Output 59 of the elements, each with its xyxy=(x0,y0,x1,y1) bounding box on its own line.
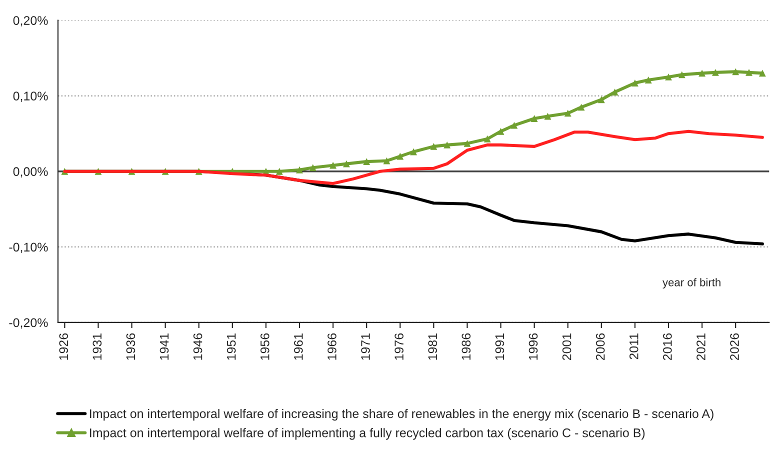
x-tick-label: 1951 xyxy=(226,333,236,360)
point xyxy=(410,148,418,156)
point xyxy=(296,166,303,174)
point xyxy=(611,88,618,96)
x-tick-label: 1931 xyxy=(92,333,102,360)
y-tick-label: -0,10% xyxy=(9,242,48,254)
point xyxy=(746,68,752,76)
point xyxy=(497,128,504,135)
x-tick-label: 1936 xyxy=(126,333,136,360)
legend-label: Impact on intertemporal welfare of increasing the share of renewables in the energy mix (scenario B - scenario A) xyxy=(90,408,714,421)
point xyxy=(444,141,451,148)
x-tick-label: 2016 xyxy=(663,333,672,360)
point xyxy=(564,110,572,117)
annotation: year of birth xyxy=(662,278,720,289)
x-tick-label: 1976 xyxy=(394,333,404,360)
x-tick-label: 2021 xyxy=(696,333,706,360)
point xyxy=(712,68,719,76)
x-tick-label: 1966 xyxy=(328,333,336,360)
point xyxy=(363,158,370,166)
legend-label: Impact on intertemporal welfare of implementing a fully recycled carbon tax (scenario C - scenario B) xyxy=(90,428,645,440)
point xyxy=(510,122,518,129)
x-tick-label: 1956 xyxy=(260,333,270,360)
y-tick-label: 0,20% xyxy=(13,16,48,26)
x-tick-label: 1941 xyxy=(160,333,169,360)
point xyxy=(665,73,672,80)
y-tick-label: -0,20% xyxy=(9,318,48,329)
point xyxy=(383,157,390,164)
y-tick-label: 0,10% xyxy=(13,92,48,102)
point xyxy=(678,71,686,78)
point xyxy=(276,168,283,175)
point xyxy=(530,115,538,122)
point xyxy=(644,76,652,84)
x-tick-label: 2026 xyxy=(730,333,739,360)
point xyxy=(698,70,706,77)
x-tick-label: 1971 xyxy=(361,333,370,360)
point xyxy=(342,160,350,168)
point xyxy=(430,142,438,150)
x-tick-label: 1961 xyxy=(294,333,303,360)
x-tick-label: 1986 xyxy=(462,333,471,360)
point xyxy=(631,80,638,86)
point xyxy=(758,70,766,77)
point xyxy=(732,68,740,76)
x-tick-label: 1946 xyxy=(193,333,202,360)
point xyxy=(330,162,337,169)
point xyxy=(484,135,491,142)
x-tick-label: 1996 xyxy=(528,333,538,360)
x-tick-label: 1926 xyxy=(59,333,68,360)
x-tick-label: 2006 xyxy=(596,333,605,360)
point xyxy=(578,104,585,111)
point xyxy=(396,152,404,160)
x-tick-label: 1981 xyxy=(428,333,438,360)
point xyxy=(544,112,552,120)
x-tick-label: 2001 xyxy=(562,333,572,360)
x-tick-label: 1991 xyxy=(495,333,504,360)
point xyxy=(309,164,316,172)
y-tick-label: 0,00% xyxy=(13,167,48,178)
x-tick-label: 2011 xyxy=(629,333,638,360)
point xyxy=(598,96,605,104)
point xyxy=(464,140,471,147)
